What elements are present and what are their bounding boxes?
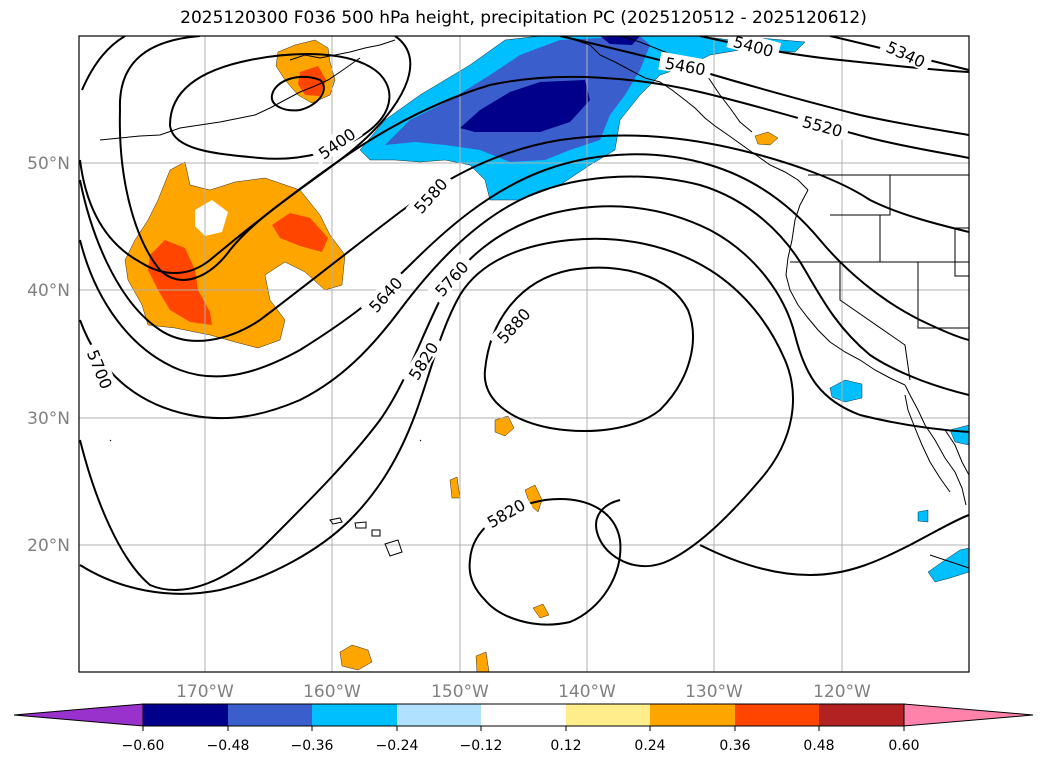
precip-negative-dark-top [600, 36, 640, 45]
precip-positive-west-red-2 [272, 213, 328, 252]
precip-positive-northwest-red [298, 66, 326, 96]
latitude-labels: 50°N 40°N 30°N 20°N [27, 154, 70, 556]
lat-label-50: 50°N [27, 154, 70, 174]
precip-positive-west-hole [195, 200, 228, 236]
contour-5400-a [118, 36, 201, 111]
contour-5820-southeast [699, 514, 969, 577]
lat-label-40: 40°N [27, 281, 70, 301]
coastlines [99, 36, 969, 569]
contour-label-5700: 5700 [83, 347, 116, 392]
colorbar-segment [312, 704, 397, 726]
colorbar-segment [735, 704, 819, 726]
contour-5880 [483, 266, 694, 432]
colorbar-segment [228, 704, 312, 726]
contour-5220 [270, 75, 325, 112]
colorbar-segment [481, 704, 566, 726]
contour-label-5820-a: 5820 [405, 339, 443, 384]
colorbar-segment [566, 704, 650, 726]
lon-label-170w: 170°W [176, 682, 234, 702]
precip-positive-small-4 [532, 603, 550, 619]
contour-5700 [79, 175, 969, 420]
lon-label-150w: 150°W [431, 682, 489, 702]
lon-label-130w: 130°W [685, 682, 743, 702]
precip-negative-small-1 [829, 379, 863, 403]
contour-5760 [79, 205, 969, 591]
precip-positive-small-7 [754, 131, 779, 146]
contour-5400-b [118, 36, 412, 281]
contour-5580 [79, 134, 969, 342]
colorbar-tick-label: 0.12 [550, 738, 581, 754]
precip-negative-small-2 [927, 547, 969, 583]
lon-label-160w: 160°W [303, 682, 361, 702]
contour-5340-low [168, 53, 391, 160]
colorbar-right-arrow [903, 703, 1034, 727]
map-frame [78, 35, 970, 673]
lat-label-20: 20°N [27, 536, 70, 556]
colorbar-tick-label: 0.24 [634, 738, 665, 754]
colorbar-segment [143, 704, 228, 726]
colorbar-tick-label: 0.48 [803, 738, 834, 754]
precip-positive-west-red-1 [148, 240, 212, 325]
map-title: 2025120300 F036 500 hPa height, precipit… [180, 8, 867, 28]
colorbar-segment [397, 704, 481, 726]
contour-label-5520: 5520 [800, 112, 844, 141]
colorbar-tick-label: 0.60 [888, 738, 919, 754]
colorbar-tick-label: −0.12 [460, 738, 503, 754]
precip-positive-small-2 [449, 476, 461, 499]
precip-positive-small-1 [494, 415, 515, 437]
lon-label-140w: 140°W [558, 682, 616, 702]
contour-5460 [81, 36, 126, 91]
colorbar-left-arrow [13, 703, 144, 727]
lon-label-120w: 120°W [813, 682, 871, 702]
precip-shading [124, 36, 969, 672]
lat-label-30: 30°N [27, 409, 70, 429]
colorbar-tick-label: −0.48 [207, 738, 250, 754]
longitude-labels: 170°W 160°W 150°W 140°W 130°W 120°W [176, 682, 871, 702]
colorbar-segment [819, 704, 904, 726]
colorbar-tick-label: 0.36 [719, 738, 750, 754]
contour-5820-outer [79, 237, 794, 595]
precip-negative-small-4 [917, 509, 929, 523]
colorbar-segment [650, 704, 735, 726]
colorbar-tick-label: −0.60 [122, 738, 165, 754]
colorbar-tick-label: −0.24 [376, 738, 419, 754]
colorbar: −0.60 −0.48 −0.36 −0.24 −0.12 0.12 0.24 … [13, 703, 1034, 754]
contour-5460-b [559, 36, 969, 136]
precip-negative-dark [460, 80, 590, 132]
contour-label-5820-b: 5820 [484, 495, 529, 532]
contour-5640 [79, 153, 969, 378]
height-contours [79, 36, 969, 626]
precip-positive-small-5 [339, 644, 373, 671]
precip-positive-small-6 [475, 651, 490, 672]
colorbar-tick-label: −0.36 [291, 738, 334, 754]
